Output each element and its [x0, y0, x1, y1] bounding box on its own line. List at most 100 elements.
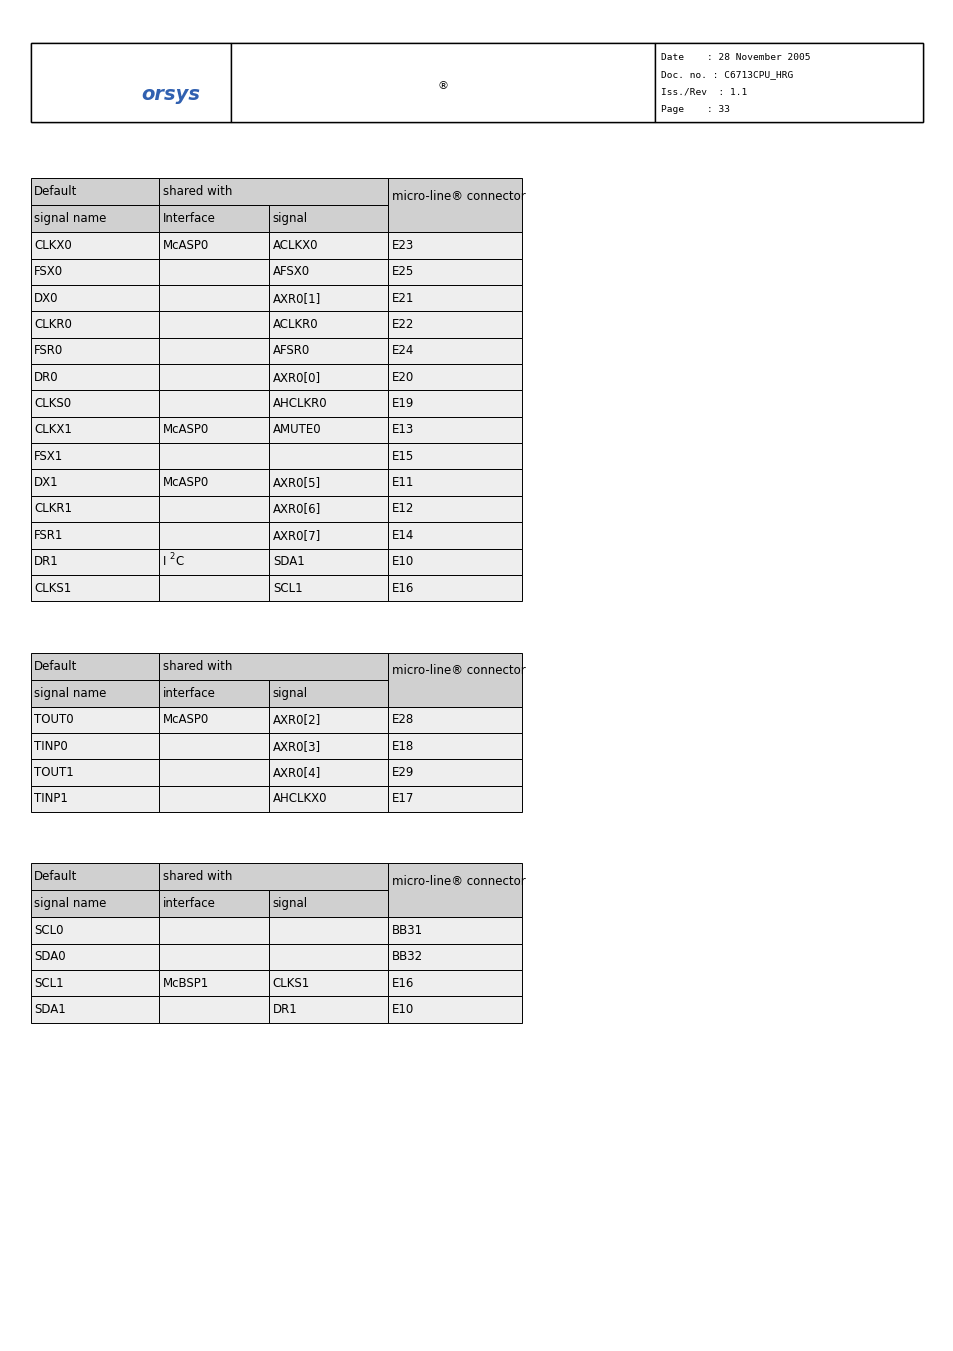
Bar [388, 178, 521, 232]
Text: CLKX0: CLKX0 [34, 239, 72, 253]
Text: interface: interface [163, 686, 215, 700]
Text: E15: E15 [392, 450, 414, 463]
Text: shared with: shared with [163, 659, 233, 673]
Text: E29: E29 [392, 766, 414, 780]
Bar [159, 970, 269, 996]
Text: E12: E12 [392, 503, 414, 516]
Bar [159, 443, 269, 469]
Bar [159, 890, 269, 917]
Bar [30, 653, 159, 680]
Bar [269, 943, 388, 970]
Bar [30, 759, 159, 785]
Text: Default: Default [34, 185, 77, 199]
Bar [269, 785, 388, 812]
Text: E21: E21 [392, 292, 414, 305]
Bar [388, 311, 521, 338]
Bar [388, 496, 521, 521]
Bar [269, 732, 388, 759]
Bar [269, 549, 388, 574]
Bar [269, 707, 388, 732]
Bar [388, 759, 521, 785]
Bar [30, 259, 159, 285]
Text: Date    : 28 November 2005: Date : 28 November 2005 [659, 53, 809, 62]
Text: AXR0[1]: AXR0[1] [273, 292, 321, 305]
Text: AXR0[7]: AXR0[7] [273, 528, 321, 542]
Text: SDA0: SDA0 [34, 950, 66, 963]
Text: TINP1: TINP1 [34, 792, 69, 805]
Text: micro-line® connector: micro-line® connector [392, 663, 525, 677]
Text: micro-line® connector: micro-line® connector [392, 189, 525, 203]
Bar [388, 259, 521, 285]
Text: signal name: signal name [34, 212, 107, 226]
Text: E20: E20 [392, 370, 414, 384]
Bar [30, 496, 159, 521]
Text: signal: signal [273, 897, 308, 911]
Bar [159, 521, 269, 549]
Text: FSX0: FSX0 [34, 265, 64, 278]
Text: E14: E14 [392, 528, 414, 542]
Bar [269, 416, 388, 443]
Bar [269, 496, 388, 521]
Text: DX1: DX1 [34, 476, 59, 489]
Bar [269, 363, 388, 390]
Text: E22: E22 [392, 317, 414, 331]
Bar [388, 232, 521, 259]
Bar [388, 469, 521, 496]
Text: CLKR1: CLKR1 [34, 503, 72, 516]
Text: AXR0[4]: AXR0[4] [273, 766, 321, 780]
Text: CLKS0: CLKS0 [34, 397, 71, 411]
Bar [388, 285, 521, 311]
Text: AXR0[0]: AXR0[0] [273, 370, 320, 384]
Text: micro-line® connector: micro-line® connector [392, 874, 525, 888]
Text: signal: signal [273, 686, 308, 700]
Text: Page    : 33: Page : 33 [659, 105, 729, 113]
Bar [30, 390, 159, 416]
Bar [231, 43, 654, 122]
Text: AXR0[3]: AXR0[3] [273, 739, 320, 753]
Text: E18: E18 [392, 739, 414, 753]
Text: Doc. no. : C6713CPU_HRG: Doc. no. : C6713CPU_HRG [659, 70, 792, 80]
Text: Iss./Rev  : 1.1: Iss./Rev : 1.1 [659, 88, 746, 96]
Bar [269, 469, 388, 496]
Text: McASP0: McASP0 [163, 476, 209, 489]
Bar [30, 178, 159, 205]
Bar [159, 759, 269, 785]
Bar [388, 549, 521, 574]
Bar [269, 890, 388, 917]
Bar [30, 707, 159, 732]
Bar [159, 416, 269, 443]
Text: AFSR0: AFSR0 [273, 345, 310, 358]
Bar [269, 574, 388, 601]
Bar [159, 653, 388, 680]
Bar [159, 917, 269, 943]
Bar [30, 43, 231, 122]
Bar [159, 707, 269, 732]
Text: AXR0[6]: AXR0[6] [273, 503, 321, 516]
Bar [30, 863, 159, 890]
Bar [159, 232, 269, 259]
Text: E25: E25 [392, 265, 414, 278]
Bar [269, 259, 388, 285]
Bar [388, 943, 521, 970]
Text: ACLKR0: ACLKR0 [273, 317, 318, 331]
Text: Default: Default [34, 659, 77, 673]
Text: E16: E16 [392, 581, 414, 594]
Bar [30, 732, 159, 759]
Text: TOUT1: TOUT1 [34, 766, 74, 780]
Bar [159, 496, 269, 521]
Bar [388, 707, 521, 732]
Text: CLKX1: CLKX1 [34, 423, 72, 436]
Text: signal name: signal name [34, 897, 107, 911]
Text: FSX1: FSX1 [34, 450, 64, 463]
Text: C: C [175, 555, 184, 569]
Text: CLKR0: CLKR0 [34, 317, 72, 331]
Bar [159, 390, 269, 416]
Bar [269, 390, 388, 416]
Text: McASP0: McASP0 [163, 713, 209, 727]
Text: SCL1: SCL1 [273, 581, 302, 594]
Text: BB31: BB31 [392, 924, 423, 938]
Bar [269, 205, 388, 232]
Text: ®: ® [437, 81, 448, 92]
Bar [30, 996, 159, 1023]
Bar [388, 732, 521, 759]
